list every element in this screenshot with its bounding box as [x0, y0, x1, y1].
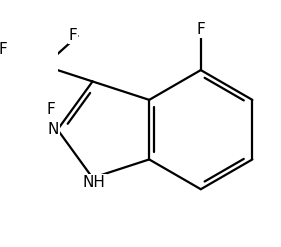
Text: F: F	[46, 102, 55, 117]
Text: F: F	[69, 28, 77, 43]
Text: F: F	[196, 22, 205, 37]
Text: NH: NH	[83, 175, 106, 189]
Text: F: F	[0, 42, 8, 57]
Text: N: N	[48, 122, 59, 137]
